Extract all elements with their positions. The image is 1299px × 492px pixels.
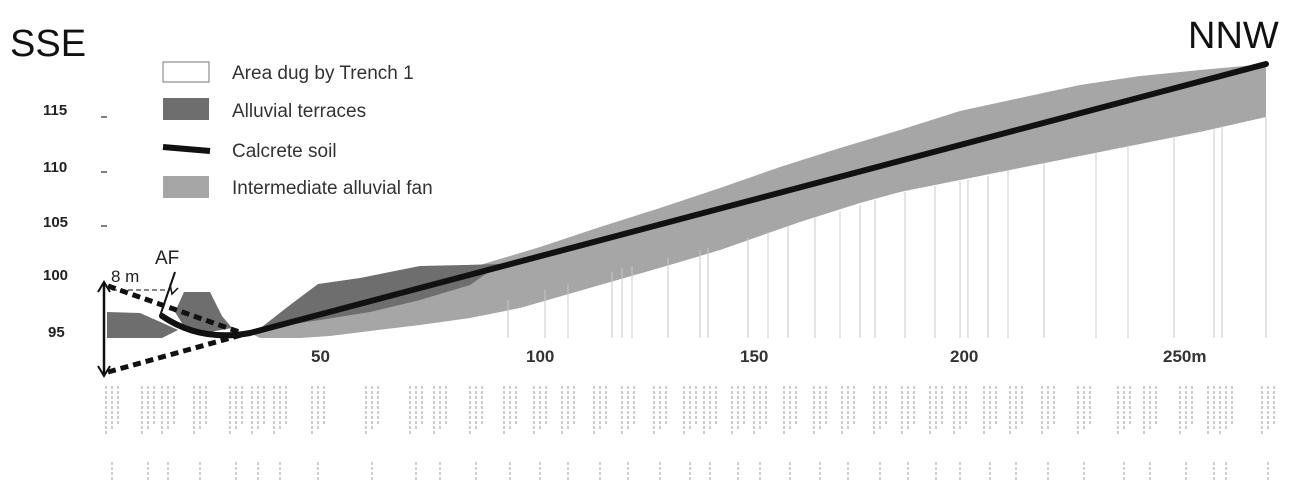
fault-arrow: [169, 283, 179, 296]
y-tick-label: 95: [48, 324, 65, 341]
y-tick-label: 110: [43, 159, 67, 176]
y-tick-label: 105: [43, 214, 68, 231]
fault-label: AF: [155, 248, 179, 269]
scale-label: 8 m: [111, 267, 139, 286]
direction-right-label: NNW: [1188, 15, 1279, 57]
x-tick-label: 100: [526, 347, 554, 366]
x-tick-label: 50: [311, 347, 330, 366]
direction-left-label: SSE: [10, 23, 86, 65]
trench-area-swatch: [162, 61, 210, 83]
legend-label-fan: Intermediate alluvial fan: [232, 178, 433, 199]
x-tick-label: 150: [740, 347, 768, 366]
legend: Area dug by Trench 1 Alluvial terraces C…: [162, 61, 433, 199]
fan-swatch: [163, 176, 209, 198]
alluvial-terrace: [107, 312, 178, 338]
station-lines: [507, 117, 1267, 338]
calcrete-soil-line: [159, 61, 1269, 339]
y-tick-label: 100: [43, 267, 68, 284]
station-annotation-rows: [105, 386, 1275, 482]
fault-line: [159, 271, 176, 317]
y-tick-label: 115: [43, 102, 67, 119]
alluvial-terrace: [175, 292, 232, 332]
legend-label-calcrete: Calcrete soil: [232, 141, 337, 162]
x-axis: 50 100 150 200 250m: [311, 347, 1206, 366]
calcrete-line-swatch: [162, 144, 211, 154]
x-tick-label: 250m: [1163, 347, 1206, 366]
legend-label-trench: Area dug by Trench 1: [232, 63, 414, 84]
trench-outline: [97, 280, 246, 378]
x-tick-label: 200: [950, 347, 978, 366]
terrace-swatch: [163, 98, 209, 120]
legend-label-terraces: Alluvial terraces: [232, 101, 366, 122]
y-axis: 95 100 105 110 115: [43, 102, 107, 341]
